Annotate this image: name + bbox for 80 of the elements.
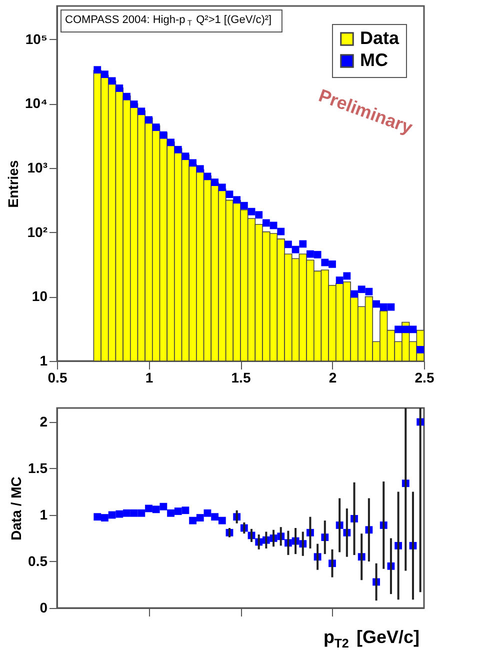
point xyxy=(233,196,241,204)
point xyxy=(402,326,410,334)
point xyxy=(174,508,182,515)
point xyxy=(343,272,351,280)
point xyxy=(130,509,138,517)
y-tick-label: 10⁵ xyxy=(25,30,48,47)
point xyxy=(145,116,152,124)
point xyxy=(350,290,358,298)
point xyxy=(160,502,168,510)
point xyxy=(218,516,226,524)
point xyxy=(182,506,190,514)
point xyxy=(204,172,212,180)
point xyxy=(116,510,124,518)
point xyxy=(409,326,417,334)
y-tick-label: 10 xyxy=(32,288,48,304)
y-tick-label: 1.5 xyxy=(28,460,48,476)
x-tick-label: 1 xyxy=(145,370,154,386)
point xyxy=(336,276,344,284)
point xyxy=(196,165,204,173)
y-tick-label: 1 xyxy=(40,352,48,368)
point xyxy=(108,511,116,519)
point xyxy=(226,190,234,198)
y-axis-title: Data / MC xyxy=(8,476,24,540)
point xyxy=(101,70,108,78)
point xyxy=(211,513,219,521)
point xyxy=(255,211,263,219)
legend-label: MC xyxy=(360,50,388,70)
point xyxy=(394,326,402,334)
y-tick-label: 0 xyxy=(40,600,48,616)
point xyxy=(167,138,174,146)
point xyxy=(240,202,248,210)
point xyxy=(108,77,116,85)
legend-label: Data xyxy=(360,28,400,48)
point xyxy=(321,258,329,266)
point xyxy=(145,504,152,512)
y-tick-label: 0.5 xyxy=(28,552,48,569)
y-tick-label: 10³ xyxy=(27,160,48,176)
point xyxy=(182,152,190,160)
point xyxy=(218,184,226,192)
y-tick-label: 10² xyxy=(27,224,48,240)
point xyxy=(211,178,219,186)
point xyxy=(94,513,102,521)
point xyxy=(123,92,130,100)
point xyxy=(101,514,108,522)
point xyxy=(189,516,196,524)
point xyxy=(189,159,196,167)
point xyxy=(152,124,160,131)
point xyxy=(204,509,212,517)
y-tick-label: 2 xyxy=(40,413,48,430)
point xyxy=(262,219,270,227)
point xyxy=(306,250,314,258)
x-tick-label: 2 xyxy=(328,370,337,386)
y-axis-title: Entries xyxy=(5,160,22,208)
point xyxy=(270,222,278,230)
y-tick-label: 1 xyxy=(40,506,48,522)
point xyxy=(328,260,336,268)
point xyxy=(138,108,146,116)
point xyxy=(380,303,388,311)
point xyxy=(130,100,138,108)
point xyxy=(248,208,256,216)
y-tick-label: 10⁴ xyxy=(25,95,48,112)
point xyxy=(123,509,130,517)
point xyxy=(277,228,285,236)
point xyxy=(358,286,366,294)
point xyxy=(94,66,102,74)
point xyxy=(299,240,307,248)
point xyxy=(196,514,204,522)
point xyxy=(116,84,124,92)
point xyxy=(284,240,292,248)
point xyxy=(292,246,300,254)
point xyxy=(167,509,174,517)
point xyxy=(314,250,322,258)
point xyxy=(372,300,380,308)
x-tick-label: 2.5 xyxy=(414,370,434,386)
point xyxy=(138,509,146,517)
point xyxy=(365,288,373,296)
point xyxy=(174,146,182,154)
point xyxy=(152,506,160,514)
point xyxy=(160,131,168,139)
x-tick-label: 1.5 xyxy=(231,370,251,386)
